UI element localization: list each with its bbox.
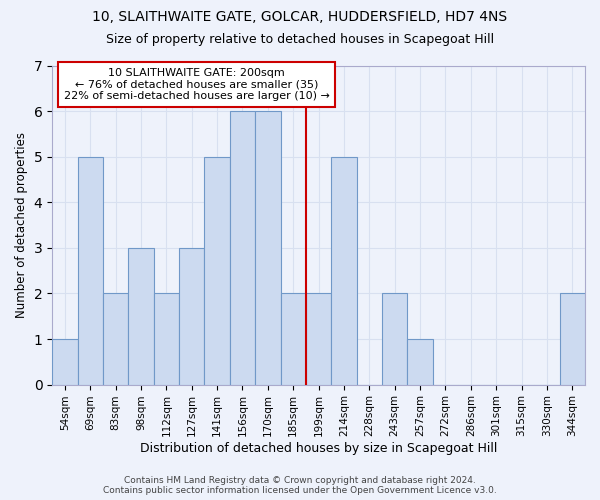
Bar [103, 294, 128, 384]
Bar [52, 339, 77, 384]
Bar [205, 156, 230, 384]
Text: Size of property relative to detached houses in Scapegoat Hill: Size of property relative to detached ho… [106, 32, 494, 46]
Bar [281, 294, 306, 384]
Bar [179, 248, 205, 384]
Bar [255, 111, 281, 384]
Bar [154, 294, 179, 384]
Bar [560, 294, 585, 384]
X-axis label: Distribution of detached houses by size in Scapegoat Hill: Distribution of detached houses by size … [140, 442, 497, 455]
Bar [306, 294, 331, 384]
Text: 10, SLAITHWAITE GATE, GOLCAR, HUDDERSFIELD, HD7 4NS: 10, SLAITHWAITE GATE, GOLCAR, HUDDERSFIE… [92, 10, 508, 24]
Bar [128, 248, 154, 384]
Bar [382, 294, 407, 384]
Text: 10 SLAITHWAITE GATE: 200sqm
← 76% of detached houses are smaller (35)
22% of sem: 10 SLAITHWAITE GATE: 200sqm ← 76% of det… [64, 68, 330, 101]
Bar [77, 156, 103, 384]
Bar [230, 111, 255, 384]
Y-axis label: Number of detached properties: Number of detached properties [15, 132, 28, 318]
Text: Contains HM Land Registry data © Crown copyright and database right 2024.
Contai: Contains HM Land Registry data © Crown c… [103, 476, 497, 495]
Bar [331, 156, 356, 384]
Bar [407, 339, 433, 384]
